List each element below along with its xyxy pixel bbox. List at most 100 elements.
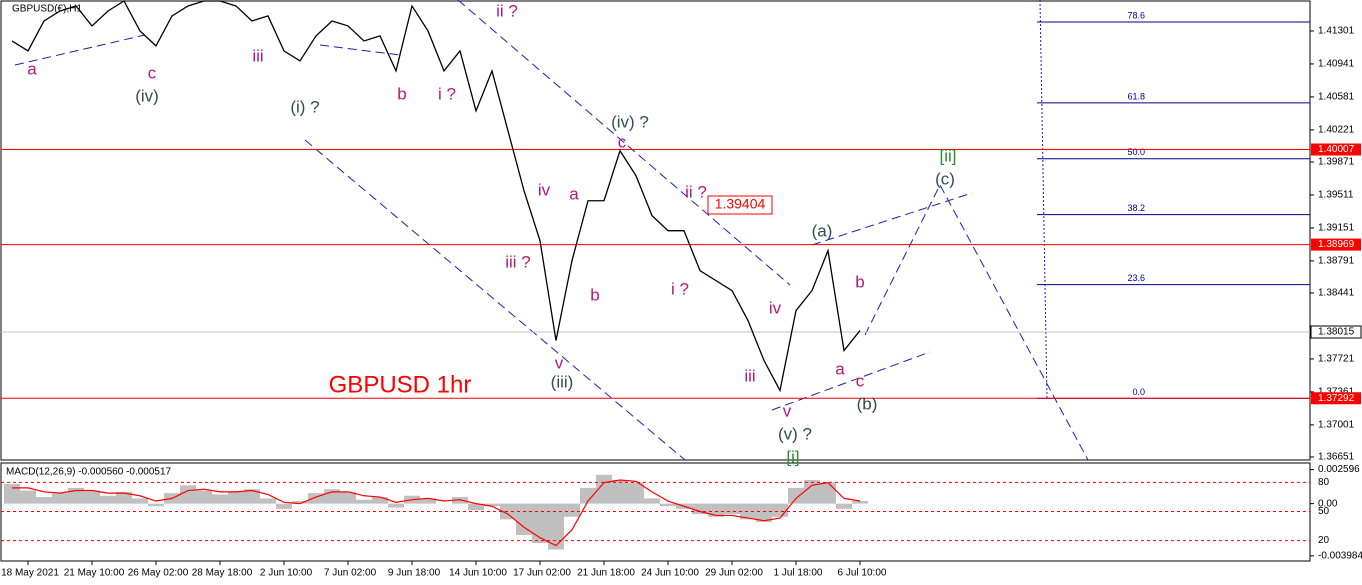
macd-bar bbox=[660, 503, 676, 507]
wave-label: iv bbox=[538, 180, 551, 199]
macd-bar bbox=[772, 503, 788, 517]
level-box bbox=[1311, 392, 1361, 405]
x-tick-label: 7 Jun 02:00 bbox=[324, 568, 377, 579]
macd-bar bbox=[420, 498, 436, 504]
wave-label: iv bbox=[769, 298, 782, 317]
wave-label: (c) bbox=[935, 169, 955, 188]
macd-bar bbox=[308, 493, 324, 504]
macd-bar bbox=[84, 490, 100, 504]
y-tick-label: 1.39871 bbox=[1318, 157, 1355, 168]
x-tick-label: 28 May 18:00 bbox=[192, 568, 253, 579]
trend-lines bbox=[14, 0, 1089, 461]
wave-label: c bbox=[856, 371, 865, 390]
y-tick-label: 0.002596 bbox=[1318, 464, 1360, 475]
wave-label: (v) ? bbox=[778, 424, 812, 443]
level-label: 1.38969 bbox=[1318, 239, 1355, 250]
fib-label: 0.0 bbox=[1132, 387, 1145, 397]
x-tick-label: 21 Jun 18:00 bbox=[577, 568, 635, 579]
macd-bar bbox=[228, 491, 244, 504]
last-price-label: 1.38015 bbox=[1318, 327, 1355, 338]
y-tick-label: 1.38441 bbox=[1318, 288, 1355, 299]
wave-label: ii ? bbox=[685, 182, 707, 201]
macd-bar bbox=[724, 503, 740, 515]
wave-label: [ii] bbox=[940, 146, 957, 165]
macd-bar bbox=[788, 487, 804, 504]
macd-bar bbox=[644, 498, 660, 504]
price-line bbox=[11, 0, 861, 393]
macd-bar bbox=[292, 501, 308, 504]
macd-bar bbox=[148, 503, 164, 507]
last-price-box bbox=[1310, 325, 1362, 339]
wave-label: b bbox=[855, 272, 864, 291]
level-label: 1.37292 bbox=[1318, 393, 1355, 404]
macd-bar bbox=[804, 480, 820, 504]
main-frame bbox=[0, 0, 1311, 461]
macd-bar bbox=[548, 503, 564, 550]
fib-label: 50.0 bbox=[1127, 147, 1145, 157]
macd-bar bbox=[564, 503, 580, 517]
macd-bar bbox=[692, 503, 708, 515]
wave-label: a bbox=[835, 359, 845, 378]
wave-label: iii ? bbox=[505, 252, 531, 271]
y-tick-label: 1.40221 bbox=[1318, 125, 1355, 136]
macd-bar bbox=[132, 498, 148, 504]
y-tick-label: 0.00 bbox=[1318, 498, 1338, 509]
fib-label: 38.2 bbox=[1127, 203, 1145, 213]
wave-label: (iv) bbox=[135, 86, 159, 105]
y-tick-label: 1.40941 bbox=[1318, 59, 1355, 70]
signal-line bbox=[12, 479, 861, 547]
y-tick-label: 1.36651 bbox=[1318, 452, 1355, 463]
price-callout: 1.39404 bbox=[715, 196, 766, 212]
macd-bar bbox=[180, 485, 196, 504]
macd-bar bbox=[852, 501, 868, 504]
macd-bar bbox=[580, 487, 596, 504]
macd-bar bbox=[484, 503, 500, 507]
y-tick-label: -0.003984 bbox=[1318, 550, 1362, 561]
wave-label: (iii) bbox=[551, 372, 574, 391]
macd-bar bbox=[612, 480, 628, 504]
macd-bar bbox=[340, 491, 356, 504]
macd-bar bbox=[68, 487, 84, 504]
y-tick-label: 1.41301 bbox=[1318, 26, 1355, 37]
wave-label: b bbox=[397, 84, 406, 103]
fib-label: 23.6 bbox=[1127, 273, 1145, 283]
y-tick-label: 1.39511 bbox=[1318, 190, 1354, 201]
x-tick-label: 14 Jun 10:00 bbox=[449, 568, 507, 579]
macd-bar bbox=[276, 503, 292, 509]
fib-label: 78.6 bbox=[1127, 10, 1145, 20]
macd-bar bbox=[836, 503, 852, 509]
wave-label: a bbox=[27, 59, 37, 78]
osc-level-label: 80 bbox=[1318, 477, 1330, 488]
wave-label: i ? bbox=[438, 84, 456, 103]
symbol-title: GBPUSD(€),H1 bbox=[12, 4, 82, 15]
macd-bar bbox=[532, 503, 548, 543]
macd-bar bbox=[52, 493, 68, 504]
level-label: 1.40007 bbox=[1318, 144, 1355, 155]
macd-bar bbox=[468, 503, 484, 511]
macd-bar bbox=[244, 489, 260, 504]
wave-label: (a) bbox=[812, 221, 833, 240]
wave-label: c bbox=[618, 132, 627, 151]
wave-label: iii bbox=[252, 46, 263, 65]
level-box bbox=[1311, 143, 1361, 156]
wave-label: ii ? bbox=[496, 1, 518, 20]
macd-bar bbox=[4, 483, 20, 504]
fib-label: 61.8 bbox=[1127, 91, 1145, 101]
macd-bar bbox=[628, 482, 644, 504]
y-tick-label: 1.39151 bbox=[1318, 223, 1355, 234]
wave-label: [i] bbox=[786, 447, 799, 466]
level-box bbox=[1311, 238, 1361, 251]
wave-label: c bbox=[148, 63, 157, 82]
y-tick-label: 1.37721 bbox=[1318, 354, 1355, 365]
x-tick-label: 18 May 2021 bbox=[1, 568, 59, 579]
y-tick-label: 1.37001 bbox=[1318, 420, 1355, 431]
macd-bar bbox=[20, 490, 36, 504]
macd-bar bbox=[708, 503, 724, 517]
x-tick-label: 1 Jul 18:00 bbox=[774, 568, 823, 579]
x-tick-label: 21 May 10:00 bbox=[64, 568, 125, 579]
wave-label: iii bbox=[744, 366, 755, 385]
x-tick-label: 9 Jun 18:00 bbox=[388, 568, 441, 579]
macd-bar bbox=[452, 497, 468, 504]
